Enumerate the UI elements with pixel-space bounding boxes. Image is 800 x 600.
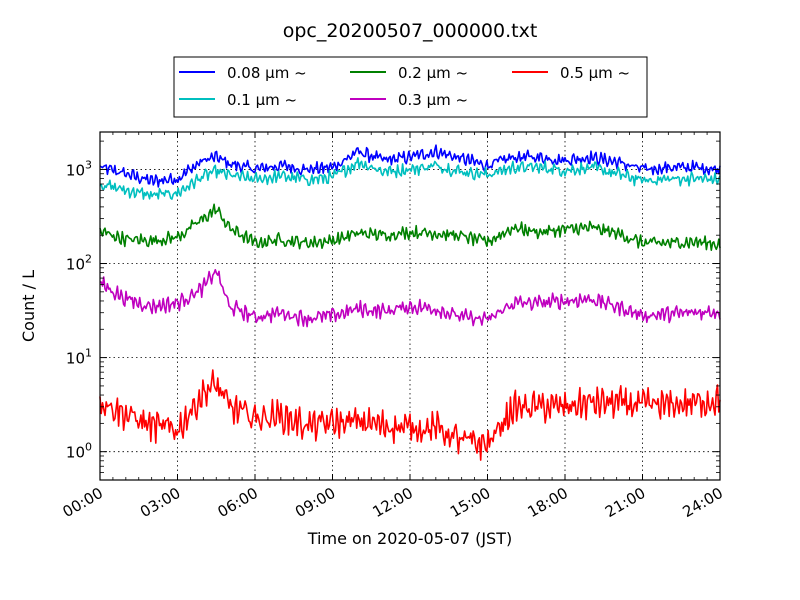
series-layer: [99, 144, 721, 461]
legend-label: 0.1 μm ~: [227, 91, 297, 109]
x-tick-label: 21:00: [602, 484, 648, 521]
y-tick-label: 103: [66, 158, 92, 179]
y-axis-title: Count / L: [19, 270, 38, 342]
legend-label: 0.3 μm ~: [398, 91, 468, 109]
legend-label: 0.08 μm ~: [227, 64, 307, 82]
series-line: [99, 144, 721, 188]
x-tick-label: 03:00: [137, 484, 183, 521]
series-line: [99, 203, 721, 251]
y-tick-label: 100: [66, 441, 92, 462]
y-tick-label: 101: [66, 347, 92, 368]
x-tick-label: 00:00: [60, 484, 106, 521]
x-tick-label: 24:00: [680, 484, 726, 521]
x-tick-label: 15:00: [447, 484, 493, 521]
legend: 0.08 μm ~ 0.1 μm ~ 0.2 μm ~ 0.3 μm ~ 0.5 μm …: [173, 56, 648, 118]
axis-ticks: [99, 132, 721, 481]
series-line: [99, 268, 721, 328]
x-axis-title: Time on 2020-05-07 (JST): [307, 529, 512, 548]
legend-label: 0.2 μm ~: [398, 64, 468, 82]
x-axis-tick-labels: 00:00 03:00 06:00 09:00 12:00 15:00 18:00 21:00…: [60, 484, 726, 521]
x-tick-label: 06:00: [215, 484, 261, 521]
series-line: [99, 157, 721, 200]
x-tick-label: 12:00: [370, 484, 416, 521]
x-tick-label: 09:00: [292, 484, 338, 521]
y-axis-tick-labels: 100 101 102 103: [66, 158, 92, 461]
legend-frame: [173, 56, 648, 118]
y-tick-label: 102: [66, 253, 92, 274]
legend-label: 0.5 μm ~: [560, 64, 630, 82]
series-line: [99, 369, 721, 461]
chart-title: opc_20200507_000000.txt: [283, 20, 538, 42]
x-tick-label: 18:00: [525, 484, 571, 521]
